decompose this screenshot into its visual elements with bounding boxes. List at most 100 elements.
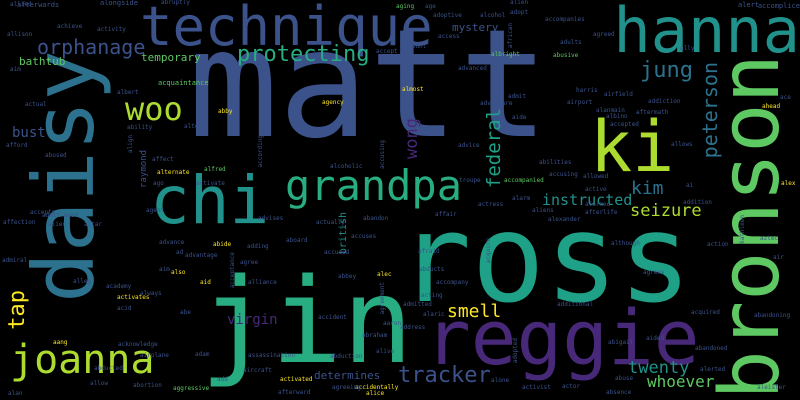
cloud-word: abilities (539, 159, 572, 166)
cloud-word: temporary (141, 51, 201, 64)
cloud-word: allows (671, 141, 693, 148)
cloud-word: adam (195, 351, 210, 358)
cloud-word: add (217, 376, 228, 383)
cloud-word: achieve (57, 23, 83, 30)
cloud-word: grandpa (285, 161, 463, 210)
cloud-word: adult aged (42, 212, 79, 219)
cloud-word: albert (117, 89, 139, 96)
cloud-word: alter (184, 123, 203, 130)
cloud-word: advance (159, 239, 185, 246)
cloud-word: alarmed (585, 201, 611, 208)
cloud-word: acquire (485, 238, 492, 264)
cloud-word: seizure (630, 201, 702, 221)
cloud-word: ad (176, 249, 184, 256)
cloud-word: accepted (610, 121, 639, 128)
cloud-word: smell (447, 301, 502, 322)
cloud-word: actor (562, 383, 581, 390)
cloud-word: abandon (363, 215, 389, 222)
cloud-word: also (171, 269, 186, 276)
cloud-word: agrees (643, 269, 665, 276)
cloud-word: admit (508, 93, 527, 100)
cloud-word: accompany (436, 279, 469, 286)
cloud-word: advanced (458, 65, 487, 72)
cloud-word: whoever (647, 372, 715, 391)
cloud-word: activate (196, 180, 225, 187)
cloud-word: accepts (30, 209, 56, 216)
cloud-word: woo (125, 90, 183, 128)
cloud-word: additional (557, 301, 594, 308)
cloud-word: aleister (757, 384, 786, 391)
cloud-word: agree (240, 259, 259, 266)
cloud-word: affection (3, 219, 36, 226)
cloud-word: joanna (10, 337, 155, 383)
cloud-word: actress (478, 201, 504, 208)
cloud-word: alternate (157, 169, 190, 176)
cloud-word: ability (127, 124, 153, 131)
cloud-word: abducts (419, 266, 445, 273)
cloud-word: accuses (351, 233, 377, 240)
cloud-word: accusing (379, 140, 386, 169)
cloud-word: alanmain (596, 107, 625, 114)
cloud-word: acid (117, 305, 132, 312)
cloud-word: acting (421, 292, 443, 299)
cloud-word: afterwards (17, 1, 60, 9)
cloud-word: adults (560, 39, 582, 46)
cloud-word: bathtub (19, 55, 66, 68)
cloud-word: aftermath (636, 109, 669, 116)
cloud-word: ally (680, 45, 695, 52)
cloud-word: agreement (379, 282, 386, 315)
cloud-word: alan (8, 390, 23, 397)
cloud-word: affair (435, 211, 457, 218)
cloud-word: alien (48, 221, 67, 228)
cloud-word: academy (106, 283, 132, 290)
cloud-word: adopt (510, 9, 529, 16)
cloud-word: abandoning (754, 312, 791, 319)
cloud-word: allowed (583, 173, 609, 180)
cloud-word: virgin (227, 312, 278, 328)
cloud-word: troupe (459, 177, 481, 184)
cloud-word: affect (152, 156, 174, 163)
cloud-word: active (585, 186, 607, 193)
cloud-word: accompanied (504, 177, 544, 184)
cloud-word: alert (738, 1, 760, 9)
cloud-word: advantage (185, 252, 218, 259)
cloud-word: adding (247, 243, 269, 250)
cloud-word: alongside (100, 0, 138, 7)
cloud-word: airfield (604, 91, 633, 98)
cloud-word: acquired (691, 309, 720, 316)
cloud-word: afterward (278, 389, 311, 396)
cloud-word: african (507, 23, 514, 49)
cloud-word: advice (458, 142, 480, 149)
cloud-word: according (257, 135, 264, 168)
cloud-word: adopted (512, 338, 519, 364)
cloud-word: alice (366, 390, 385, 397)
cloud-word: action (707, 241, 729, 248)
cloud-word: assassination (248, 352, 295, 359)
cloud-word: alerted (700, 366, 726, 373)
cloud-word: tap (5, 290, 30, 330)
cloud-word: acceptance (229, 252, 236, 289)
cloud-word: abuse (615, 375, 634, 382)
cloud-word: alec (377, 271, 392, 278)
cloud-word: abby (218, 108, 233, 115)
cloud-word: aliens (532, 207, 554, 214)
cloud-word: adoptive (433, 12, 462, 19)
cloud-word: peterson (698, 62, 722, 159)
cloud-word: albino (606, 113, 628, 120)
cloud-word: abandoned (695, 345, 728, 352)
cloud-word: twenty (628, 358, 690, 378)
cloud-word: ai (686, 182, 694, 189)
cloud-word: aided (646, 335, 665, 342)
cloud-word: technique (140, 0, 433, 58)
cloud-word: acknowledge (118, 341, 158, 348)
cloud-word: reggie (425, 293, 700, 382)
cloud-word: alien (510, 0, 529, 6)
cloud-word: kathleen (739, 215, 746, 244)
cloud-word: mystery (452, 21, 499, 34)
cloud-word: alexander (548, 216, 581, 223)
cloud-word: albright (491, 51, 520, 58)
cloud-word: activity (97, 26, 126, 33)
cloud-word: accident (318, 314, 347, 321)
cloud-word: actual (25, 101, 47, 108)
